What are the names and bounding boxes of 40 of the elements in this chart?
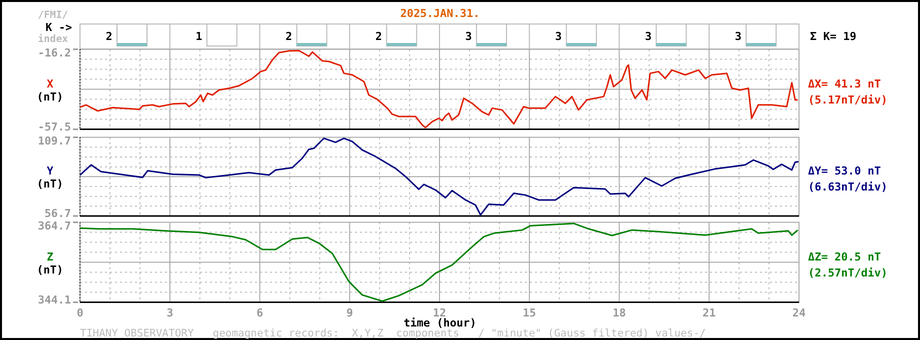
y-tick-label: 109.7: [38, 134, 71, 148]
x-tick-label: 24: [792, 306, 806, 320]
text: Σ K= 19: [810, 30, 856, 43]
line-series: [79, 222, 799, 302]
text: (6.63nT/div): [808, 180, 888, 194]
text: (2.57nT/div): [808, 266, 888, 280]
y-axis-title: Y (nT): [36, 164, 64, 191]
y-tick-label: 344.1: [38, 293, 72, 306]
x-tick-label: 21: [702, 306, 716, 320]
y-axis-title: X (nT): [36, 77, 64, 104]
text: index: [38, 33, 68, 45]
text: K ->: [46, 21, 72, 34]
x-tick-label: 18: [612, 306, 626, 320]
data-label: 3: [465, 30, 472, 43]
line-series: [79, 50, 799, 128]
text: ΔY= 53.0 nT: [808, 164, 882, 178]
x-tick-label: 6: [256, 306, 264, 320]
text: ΔX= 41.3 nT: [808, 77, 882, 90]
y-tick-label: 364.7: [38, 219, 71, 232]
data-label: 2: [106, 30, 112, 43]
x-tick-label: 15: [522, 306, 536, 320]
data-label: 2: [375, 30, 382, 43]
text: /FMI/: [38, 10, 68, 21]
data-label: 3: [734, 30, 742, 43]
x-tick-label: 0: [76, 306, 84, 320]
y-tick-label: 56.7: [44, 207, 71, 220]
data-label: 3: [555, 30, 562, 43]
x-tick-label: 9: [346, 306, 353, 320]
y-tick-label: -57.5: [38, 120, 71, 134]
text: TIHANY OBSERVATORY geomagnetic records: X,Y,Z components / "minute" (Gauss filtered) values-/: [80, 327, 706, 340]
text: 2025.JAN.31.: [400, 7, 480, 20]
text: (5.17nT/div): [808, 93, 888, 106]
data-label: 3: [644, 30, 652, 43]
text: ΔZ= 20.5 nT: [808, 250, 882, 264]
x-tick-label: 3: [166, 306, 174, 320]
y-axis-title: Z (nT): [36, 250, 64, 276]
line-series: [79, 138, 800, 216]
data-label: 1: [196, 30, 203, 43]
y-tick-label: -16.2: [38, 46, 71, 60]
data-label: 2: [285, 30, 292, 43]
